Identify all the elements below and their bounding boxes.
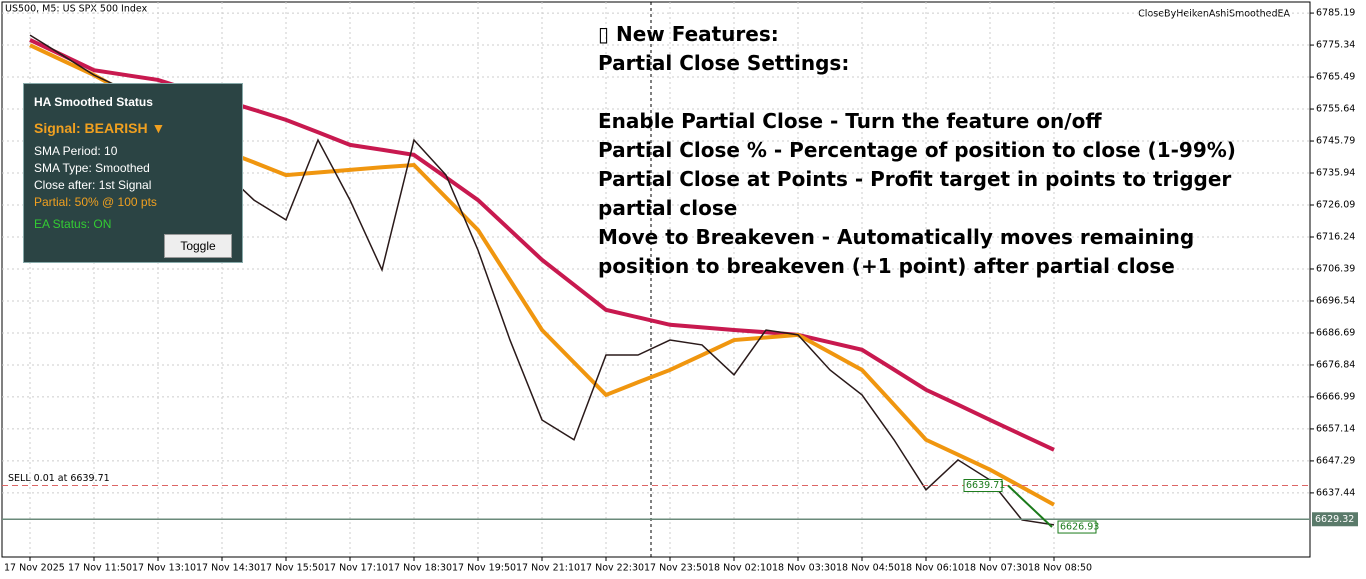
x-tick-label: 17 Nov 23:50 xyxy=(644,563,708,574)
x-tick-label: 18 Nov 08:50 xyxy=(1028,563,1092,574)
heading: Partial Close Settings: xyxy=(598,51,850,75)
ea-name: CloseByHeikenAshiSmoothedEA xyxy=(1138,9,1290,20)
y-tick-label: 6657.14 xyxy=(1316,423,1355,434)
x-tick-label: 18 Nov 06:10 xyxy=(900,563,964,574)
symbol: US500, M5: US SPX 500 Index xyxy=(5,4,148,15)
item: Enable Partial Close - Turn the feature … xyxy=(598,109,1102,133)
status-panel: HA Smoothed Status Signal: BEARISH ▼ SMA… xyxy=(23,83,243,263)
open-label: 6639.71 xyxy=(966,480,1005,491)
y-tick-label: 6666.99 xyxy=(1316,391,1355,402)
x-tick-label: 17 Nov 21:10 xyxy=(516,563,580,574)
y-tick-label: 6775.34 xyxy=(1316,40,1355,51)
y-tick-label: 6765.49 xyxy=(1316,72,1355,83)
bid-label: 6629.32 xyxy=(1315,514,1354,525)
annotation: ▯ New Features: Partial Close Settings: … xyxy=(598,20,1258,281)
x-tick-label: 17 Nov 2025 xyxy=(4,563,65,574)
x-tick-label: 17 Nov 14:30 xyxy=(196,563,260,574)
y-tick-label: 6726.09 xyxy=(1316,200,1355,211)
x-tick-label: 18 Nov 02:10 xyxy=(708,563,772,574)
x-tick-label: 18 Nov 07:30 xyxy=(964,563,1028,574)
y-tick-label: 6696.54 xyxy=(1316,295,1355,306)
close-label: 6626.93 xyxy=(1060,522,1099,533)
toggle-button[interactable]: Toggle xyxy=(164,234,232,258)
y-tick-label: 6745.79 xyxy=(1316,136,1355,147)
y-tick-label: 6637.44 xyxy=(1316,487,1355,498)
item: Partial Close % - Percentage of position… xyxy=(598,138,1236,162)
plot-frame xyxy=(1,1,1311,558)
y-tick-label: 6706.39 xyxy=(1316,263,1355,274)
panel-line: SMA Period: 10 xyxy=(34,144,118,158)
x-tick-label: 17 Nov 19:50 xyxy=(452,563,516,574)
panel-line: Close after: 1st Signal xyxy=(34,178,152,192)
item: Move to Breakeven - Automatically moves … xyxy=(598,225,1195,278)
x-tick-label: 17 Nov 13:10 xyxy=(132,563,196,574)
y-tick-label: 6735.94 xyxy=(1316,168,1355,179)
y-tick-label: 6676.84 xyxy=(1316,359,1355,370)
close-tag xyxy=(1057,520,1097,534)
x-tick-label: 18 Nov 03:30 xyxy=(772,563,836,574)
y-tick-label: 6716.24 xyxy=(1316,231,1355,242)
partial: Partial: 50% @ 100 pts xyxy=(34,195,157,209)
x-tick-label: 17 Nov 17:10 xyxy=(324,563,388,574)
bid-tag xyxy=(1312,512,1358,527)
y-tick-label: 6755.64 xyxy=(1316,104,1355,115)
panel-line: SMA Type: Smoothed xyxy=(34,161,150,175)
y-tick-label: 6785.19 xyxy=(1316,8,1355,19)
x-tick-label: 17 Nov 22:30 xyxy=(580,563,644,574)
open-tag xyxy=(963,479,1003,493)
x-tick-label: 17 Nov 18:30 xyxy=(388,563,452,574)
item: Partial Close at Points - Profit target … xyxy=(598,167,1232,220)
x-tick-label: 18 Nov 04:50 xyxy=(836,563,900,574)
sell-label: SELL 0.01 at 6639.71 xyxy=(8,473,110,484)
x-tick-label: 17 Nov 15:50 xyxy=(260,563,324,574)
ea-status: EA Status: ON xyxy=(34,217,112,231)
panel-title: HA Smoothed Status xyxy=(34,95,153,109)
heading: ▯ New Features: xyxy=(598,22,779,46)
y-tick-label: 6647.29 xyxy=(1316,455,1355,466)
trade-line xyxy=(1007,484,1053,528)
x-tick-label: 17 Nov 11:50 xyxy=(68,563,132,574)
y-tick-label: 6686.69 xyxy=(1316,327,1355,338)
signal: Signal: BEARISH ▼ xyxy=(34,120,166,136)
